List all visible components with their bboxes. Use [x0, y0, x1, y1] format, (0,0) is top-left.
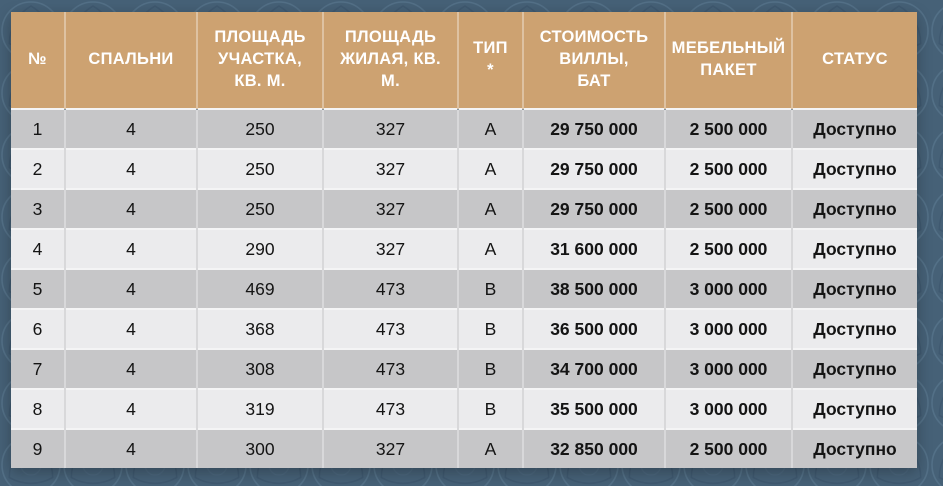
cell-number: 6	[11, 308, 66, 349]
cell-plot-area: 319	[197, 388, 324, 429]
cell-price: 38 500 000	[523, 268, 666, 309]
table-row: 6 4 368 473 B 36 500 000 3 000 000 Досту…	[11, 308, 917, 349]
cell-bedrooms: 4	[65, 148, 198, 189]
cell-number: 1	[11, 108, 66, 149]
cell-furniture: 2 500 000	[665, 228, 793, 269]
col-header-furniture: МЕБЕЛЬНЫЙ ПАКЕТ	[665, 12, 793, 109]
cell-living-area: 327	[323, 228, 459, 269]
col-header-plot-area: ПЛОЩАДЬ УЧАСТКА, КВ. М.	[197, 12, 324, 109]
table-row: 3 4 250 327 A 29 750 000 2 500 000 Досту…	[11, 188, 917, 229]
cell-living-area: 327	[323, 108, 459, 149]
cell-status: Доступно	[792, 228, 917, 269]
cell-bedrooms: 4	[65, 108, 198, 149]
cell-status: Доступно	[792, 388, 917, 429]
cell-type: A	[458, 148, 524, 189]
cell-number: 7	[11, 348, 66, 389]
cell-living-area: 327	[323, 148, 459, 189]
cell-bedrooms: 4	[65, 308, 198, 349]
cell-status: Доступно	[792, 188, 917, 229]
cell-status: Доступно	[792, 268, 917, 309]
cell-type: B	[458, 268, 524, 309]
cell-bedrooms: 4	[65, 388, 198, 429]
cell-furniture: 3 000 000	[665, 268, 793, 309]
cell-plot-area: 368	[197, 308, 324, 349]
header-row: № СПАЛЬНИ ПЛОЩАДЬ УЧАСТКА, КВ. М. ПЛОЩАД…	[11, 12, 917, 109]
cell-price: 31 600 000	[523, 228, 666, 269]
cell-plot-area: 300	[197, 428, 324, 468]
cell-bedrooms: 4	[65, 268, 198, 309]
cell-type: A	[458, 188, 524, 229]
col-header-type: ТИП *	[458, 12, 524, 109]
cell-living-area: 473	[323, 308, 459, 349]
villas-price-table: № СПАЛЬНИ ПЛОЩАДЬ УЧАСТКА, КВ. М. ПЛОЩАД…	[11, 12, 917, 468]
col-header-number: №	[11, 12, 66, 109]
table-row: 5 4 469 473 B 38 500 000 3 000 000 Досту…	[11, 268, 917, 309]
cell-living-area: 327	[323, 188, 459, 229]
cell-plot-area: 308	[197, 348, 324, 389]
cell-status: Доступно	[792, 108, 917, 149]
cell-number: 9	[11, 428, 66, 468]
cell-furniture: 3 000 000	[665, 388, 793, 429]
cell-bedrooms: 4	[65, 188, 198, 229]
cell-type: A	[458, 428, 524, 468]
cell-type: A	[458, 108, 524, 149]
table-body: 1 4 250 327 A 29 750 000 2 500 000 Досту…	[11, 108, 917, 468]
cell-furniture: 2 500 000	[665, 148, 793, 189]
cell-price: 35 500 000	[523, 388, 666, 429]
cell-number: 8	[11, 388, 66, 429]
cell-bedrooms: 4	[65, 228, 198, 269]
cell-price: 29 750 000	[523, 148, 666, 189]
cell-living-area: 327	[323, 428, 459, 468]
cell-number: 5	[11, 268, 66, 309]
col-header-living-area: ПЛОЩАДЬ ЖИЛАЯ, КВ. М.	[323, 12, 459, 109]
cell-price: 34 700 000	[523, 348, 666, 389]
cell-status: Доступно	[792, 308, 917, 349]
cell-price: 36 500 000	[523, 308, 666, 349]
table-row: 9 4 300 327 A 32 850 000 2 500 000 Досту…	[11, 428, 917, 468]
table-row: 4 4 290 327 A 31 600 000 2 500 000 Досту…	[11, 228, 917, 269]
cell-plot-area: 290	[197, 228, 324, 269]
cell-type: B	[458, 388, 524, 429]
cell-bedrooms: 4	[65, 428, 198, 468]
cell-furniture: 2 500 000	[665, 428, 793, 468]
table-header: № СПАЛЬНИ ПЛОЩАДЬ УЧАСТКА, КВ. М. ПЛОЩАД…	[11, 12, 917, 109]
cell-living-area: 473	[323, 348, 459, 389]
cell-type: A	[458, 228, 524, 269]
cell-furniture: 2 500 000	[665, 188, 793, 229]
table-row: 1 4 250 327 A 29 750 000 2 500 000 Досту…	[11, 108, 917, 149]
table-row: 7 4 308 473 B 34 700 000 3 000 000 Досту…	[11, 348, 917, 389]
cell-furniture: 3 000 000	[665, 348, 793, 389]
cell-living-area: 473	[323, 388, 459, 429]
col-header-bedrooms: СПАЛЬНИ	[65, 12, 198, 109]
cell-status: Доступно	[792, 348, 917, 389]
col-header-price: СТОИМОСТЬ ВИЛЛЫ, БАТ	[523, 12, 666, 109]
cell-plot-area: 250	[197, 148, 324, 189]
cell-price: 29 750 000	[523, 188, 666, 229]
cell-status: Доступно	[792, 148, 917, 189]
col-header-status: СТАТУС	[792, 12, 917, 109]
cell-status: Доступно	[792, 428, 917, 468]
cell-number: 3	[11, 188, 66, 229]
cell-living-area: 473	[323, 268, 459, 309]
cell-plot-area: 250	[197, 188, 324, 229]
cell-number: 4	[11, 228, 66, 269]
table-row: 8 4 319 473 B 35 500 000 3 000 000 Досту…	[11, 388, 917, 429]
cell-furniture: 2 500 000	[665, 108, 793, 149]
cell-type: B	[458, 308, 524, 349]
cell-price: 29 750 000	[523, 108, 666, 149]
cell-price: 32 850 000	[523, 428, 666, 468]
cell-plot-area: 250	[197, 108, 324, 149]
cell-number: 2	[11, 148, 66, 189]
cell-plot-area: 469	[197, 268, 324, 309]
cell-bedrooms: 4	[65, 348, 198, 389]
cell-furniture: 3 000 000	[665, 308, 793, 349]
table-row: 2 4 250 327 A 29 750 000 2 500 000 Досту…	[11, 148, 917, 189]
cell-type: B	[458, 348, 524, 389]
